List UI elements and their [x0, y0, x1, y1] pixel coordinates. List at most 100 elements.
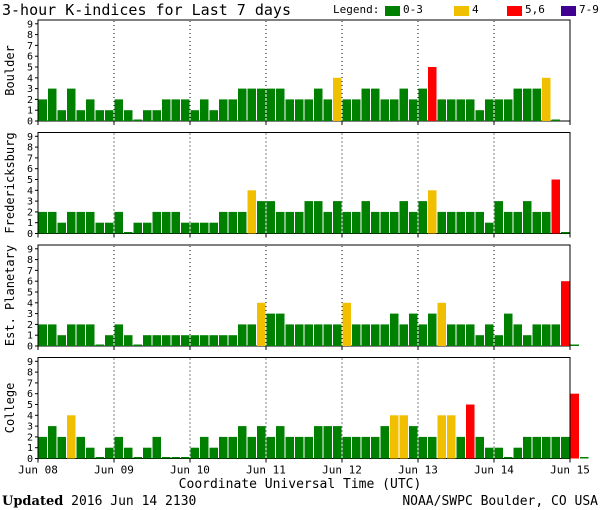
- x-tick-label: Jun 15: [550, 464, 590, 476]
- k-bar-college: [276, 426, 285, 459]
- k-bar-est-planetary: [38, 324, 47, 346]
- k-bar-college: [48, 426, 57, 459]
- k-bar-fredericksburg: [95, 222, 104, 234]
- y-tick-label-est-planetary: 2: [27, 320, 33, 331]
- legend-label: Legend:: [333, 3, 380, 16]
- k-bar-boulder: [523, 88, 532, 121]
- k-bar-fredericksburg: [447, 211, 456, 234]
- y-tick-label-fredericksburg: 6: [27, 164, 33, 175]
- k-bar-college: [38, 436, 47, 459]
- k-bar-boulder: [333, 77, 342, 121]
- x-axis-title: Coordinate Universal Time (UTC): [178, 477, 422, 492]
- k-bar-est-planetary: [48, 324, 57, 346]
- k-bar-boulder: [342, 99, 351, 121]
- k-bar-fredericksburg: [238, 211, 247, 234]
- k-bar-college: [219, 436, 228, 459]
- k-bar-fredericksburg: [304, 201, 313, 234]
- k-bar-est-planetary: [475, 335, 484, 346]
- k-bar-fredericksburg: [257, 201, 266, 234]
- k-bar-boulder: [466, 99, 475, 121]
- k-bar-college: [124, 447, 133, 459]
- k-bar-est-planetary: [542, 324, 551, 346]
- k-bar-fredericksburg: [371, 211, 380, 234]
- k-bar-est-planetary: [485, 324, 494, 346]
- k-bar-fredericksburg: [247, 190, 256, 234]
- k-bar-est-planetary: [466, 324, 475, 346]
- k-bar-boulder: [105, 110, 114, 121]
- k-bar-est-planetary: [504, 313, 513, 346]
- k-bar-boulder: [67, 88, 76, 121]
- k-bar-college: [181, 457, 190, 459]
- y-tick-label-boulder: 1: [27, 106, 33, 117]
- k-bar-fredericksburg: [105, 222, 114, 234]
- station-label-fredericksburg: Fredericksburg: [3, 132, 17, 233]
- k-bar-boulder: [542, 77, 551, 121]
- k-bar-college: [570, 393, 579, 459]
- k-bar-est-planetary: [551, 324, 560, 346]
- k-bar-est-planetary: [181, 335, 190, 346]
- k-bar-college: [409, 426, 418, 459]
- k-bar-college: [304, 436, 313, 459]
- k-bar-fredericksburg: [171, 211, 180, 234]
- k-bar-est-planetary: [86, 324, 95, 346]
- k-bar-boulder: [247, 88, 256, 121]
- k-bar-college: [162, 457, 171, 459]
- k-bar-est-planetary: [295, 324, 304, 346]
- k-bar-fredericksburg: [285, 211, 294, 234]
- k-bar-est-planetary: [532, 324, 541, 346]
- k-bar-college: [171, 457, 180, 459]
- k-bar-est-planetary: [371, 324, 380, 346]
- k-bar-est-planetary: [418, 324, 427, 346]
- k-bar-college: [342, 436, 351, 459]
- k-bar-college: [542, 436, 551, 459]
- y-tick-label-college: 2: [27, 432, 33, 443]
- k-bar-boulder: [475, 110, 484, 121]
- legend-swatch-7-9: [561, 6, 576, 16]
- x-tick-label: Jun 13: [398, 464, 438, 476]
- k-bar-fredericksburg: [418, 201, 427, 234]
- k-bar-fredericksburg: [494, 201, 503, 234]
- k-bar-fredericksburg: [485, 222, 494, 234]
- y-tick-label-est-planetary: 3: [27, 309, 33, 320]
- k-bar-est-planetary: [76, 324, 85, 346]
- k-bar-est-planetary: [561, 281, 570, 346]
- k-bar-college: [371, 436, 380, 459]
- k-bar-college: [67, 415, 76, 459]
- k-bar-boulder: [437, 99, 446, 121]
- k-bar-fredericksburg: [409, 211, 418, 234]
- k-bar-college: [475, 436, 484, 459]
- k-bar-est-planetary: [304, 324, 313, 346]
- k-bar-college: [228, 436, 237, 459]
- k-bar-fredericksburg: [209, 222, 218, 234]
- k-bar-boulder: [304, 99, 313, 121]
- y-tick-label-college: 8: [27, 368, 33, 379]
- k-bar-college: [257, 426, 266, 459]
- k-bar-boulder: [38, 99, 47, 121]
- k-bar-est-planetary: [323, 324, 332, 346]
- k-bar-college: [86, 447, 95, 459]
- legend-text-0-3: 0-3: [403, 3, 423, 16]
- k-bar-boulder: [456, 99, 465, 121]
- k-bar-est-planetary: [399, 324, 408, 346]
- k-bar-boulder: [276, 88, 285, 121]
- y-tick-label-boulder: 9: [27, 19, 33, 30]
- k-bar-boulder: [219, 99, 228, 121]
- k-bar-est-planetary: [352, 324, 361, 346]
- legend-swatch-5-6: [507, 6, 522, 16]
- k-bar-college: [105, 447, 114, 459]
- k-bar-fredericksburg: [143, 222, 152, 234]
- k-bar-college: [57, 436, 66, 459]
- k-bar-college: [133, 457, 142, 459]
- k-bar-boulder: [162, 99, 171, 121]
- panel-frame-fredericksburg: [37, 132, 571, 234]
- k-bar-fredericksburg: [76, 211, 85, 234]
- k-bar-college: [580, 457, 589, 459]
- k-bar-fredericksburg: [228, 211, 237, 234]
- y-tick-label-college: 9: [27, 357, 33, 368]
- k-bar-college: [238, 426, 247, 459]
- x-tick-label: Jun 12: [322, 464, 362, 476]
- k-bar-est-planetary: [380, 324, 389, 346]
- k-bar-boulder: [209, 110, 218, 121]
- k-bar-est-planetary: [238, 324, 247, 346]
- k-bar-est-planetary: [342, 302, 351, 346]
